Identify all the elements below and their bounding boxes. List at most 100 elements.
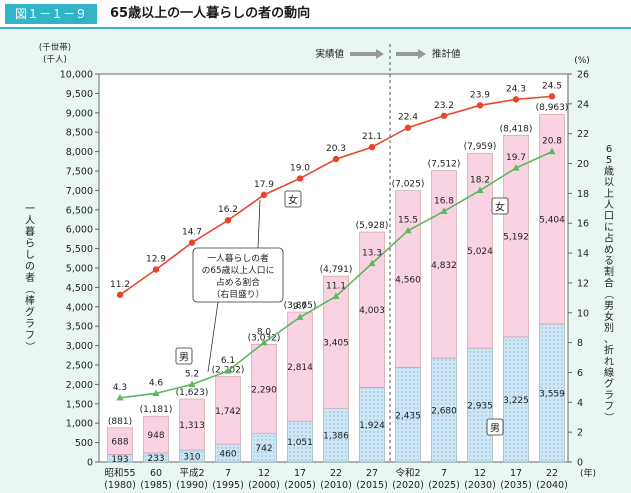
female-point-label: 14.7 (182, 228, 202, 238)
bar-female (467, 152, 493, 349)
callout-box (192, 247, 284, 303)
figure-title: 65歳以上の一人暮らしの者の動向 (110, 6, 311, 21)
right-axis-label-char: 5 (606, 155, 612, 166)
male-point (116, 394, 124, 401)
figure-number-badge: 図１－１－９ (5, 4, 97, 24)
left-tick-label: 2,000 (66, 380, 93, 391)
bar-total-label: (7,512) (428, 160, 461, 170)
female-point (368, 143, 376, 151)
female-point (224, 217, 232, 224)
left-axis-label-char: ら (25, 238, 35, 250)
bar-male (395, 367, 421, 463)
x-tick-label: (1995) (212, 480, 244, 491)
left-tick-label: 5,500 (66, 244, 93, 255)
bar-male-label: 310 (183, 452, 200, 462)
left-tick-label: 4,000 (66, 302, 93, 313)
left-axis-label-char: フ (25, 331, 35, 342)
female-point (188, 239, 196, 246)
male-point (152, 389, 160, 396)
right-tick-label: 14 (577, 249, 589, 260)
bar-female (287, 311, 313, 422)
female-point (296, 175, 304, 182)
female-point-label: 20.3 (326, 144, 346, 154)
right-axis-label-char: め (604, 244, 614, 256)
left-tick-label: 7,000 (66, 186, 93, 197)
callout-text: （右目盛り） (212, 288, 265, 300)
male-point-label: 11.1 (326, 281, 346, 291)
bar-female-label: 4,560 (395, 276, 421, 286)
male-point (548, 147, 556, 155)
callout-text: の65歳以上人口に (202, 264, 275, 276)
left-tick-label: 3,500 (66, 322, 93, 333)
left-tick-label: 4,500 (66, 283, 93, 294)
x-tick-label: 17 (294, 468, 306, 479)
x-tick-label: (1985) (140, 480, 172, 491)
right-axis-unit: (%) (574, 56, 590, 66)
right-tick-label: 22 (577, 129, 589, 140)
bar-male-label: 2,435 (395, 411, 421, 421)
bar-female-label: 948 (147, 431, 164, 441)
bar-male-label: 3,225 (503, 396, 529, 406)
left-axis-label-char: グ (25, 306, 35, 319)
x-tick-label: (2010) (320, 480, 352, 491)
bar-total-label: (5,928) (356, 221, 389, 231)
bar-female (359, 231, 385, 388)
female-point (260, 191, 268, 199)
bar-total-label: (4,791) (320, 265, 353, 275)
female-point-label: 23.9 (470, 90, 490, 100)
male-point-label: 8.0 (257, 328, 272, 338)
callout-text: 一人暮らしの者 (207, 252, 269, 264)
x-axis-unit: (年) (580, 467, 596, 479)
right-axis-label-char: 歳 (604, 165, 614, 177)
left-tick-label: 1,000 (66, 419, 93, 430)
bar-male (503, 336, 529, 463)
x-tick-label: 22 (546, 468, 558, 479)
male-tag-left: 男 (179, 352, 189, 364)
x-tick-label: (2000) (248, 480, 280, 491)
header-rule (0, 27, 631, 29)
right-axis-label-char: 口 (604, 211, 614, 222)
left-axis-label-char: ラ (25, 318, 35, 330)
projected-label: 推計値 (432, 48, 461, 60)
right-tick-label: 24 (577, 99, 589, 110)
bar-male-label: 1,924 (359, 421, 385, 431)
female-point-label: 24.5 (542, 81, 562, 91)
bar-male-label: 460 (219, 450, 236, 460)
right-tick-label: 18 (577, 189, 589, 200)
left-axis-label-char: の (25, 262, 35, 273)
female-point-label: 17.9 (254, 180, 274, 190)
bar-male-label: 233 (147, 454, 164, 464)
male-tag-right: 男 (490, 423, 500, 435)
male-point-label: 4.3 (113, 383, 127, 393)
female-point (440, 112, 448, 119)
x-tick-label: (2030) (464, 480, 496, 491)
bar-male (431, 357, 457, 463)
female-tag-upper: 女 (288, 194, 298, 207)
female-point (512, 96, 520, 103)
x-tick-label: 12 (474, 468, 486, 479)
female-point-label: 12.9 (146, 254, 166, 264)
right-axis-label-char: フ (604, 402, 614, 413)
bar-total-label: (1,181) (140, 405, 173, 415)
left-tick-label: 6,000 (66, 225, 93, 236)
right-axis-label-char: ） (603, 412, 615, 422)
male-point-label: 15.5 (398, 216, 418, 226)
left-axis-unit: (千人) (43, 54, 67, 65)
right-tick-label: 20 (577, 159, 589, 170)
bar-female-label: 5,024 (467, 247, 493, 257)
bar-female-label: 4,832 (431, 261, 457, 271)
bar-total-label: (1,623) (176, 388, 209, 398)
x-tick-label: (1980) (104, 480, 136, 491)
male-point-label: 16.8 (434, 196, 454, 206)
right-axis-label-char: 別 (604, 322, 614, 334)
bar-male-label: 193 (111, 455, 128, 465)
bar-female (215, 376, 241, 445)
male-tag-left-box (175, 347, 193, 365)
left-axis-label-char: し (25, 249, 35, 261)
arrow-left-icon (350, 49, 384, 59)
male-point-label: 9.7 (293, 302, 307, 312)
bar-female-label: 2,290 (251, 385, 277, 395)
bar-female-label: 688 (111, 438, 128, 448)
bar-male (287, 420, 313, 463)
